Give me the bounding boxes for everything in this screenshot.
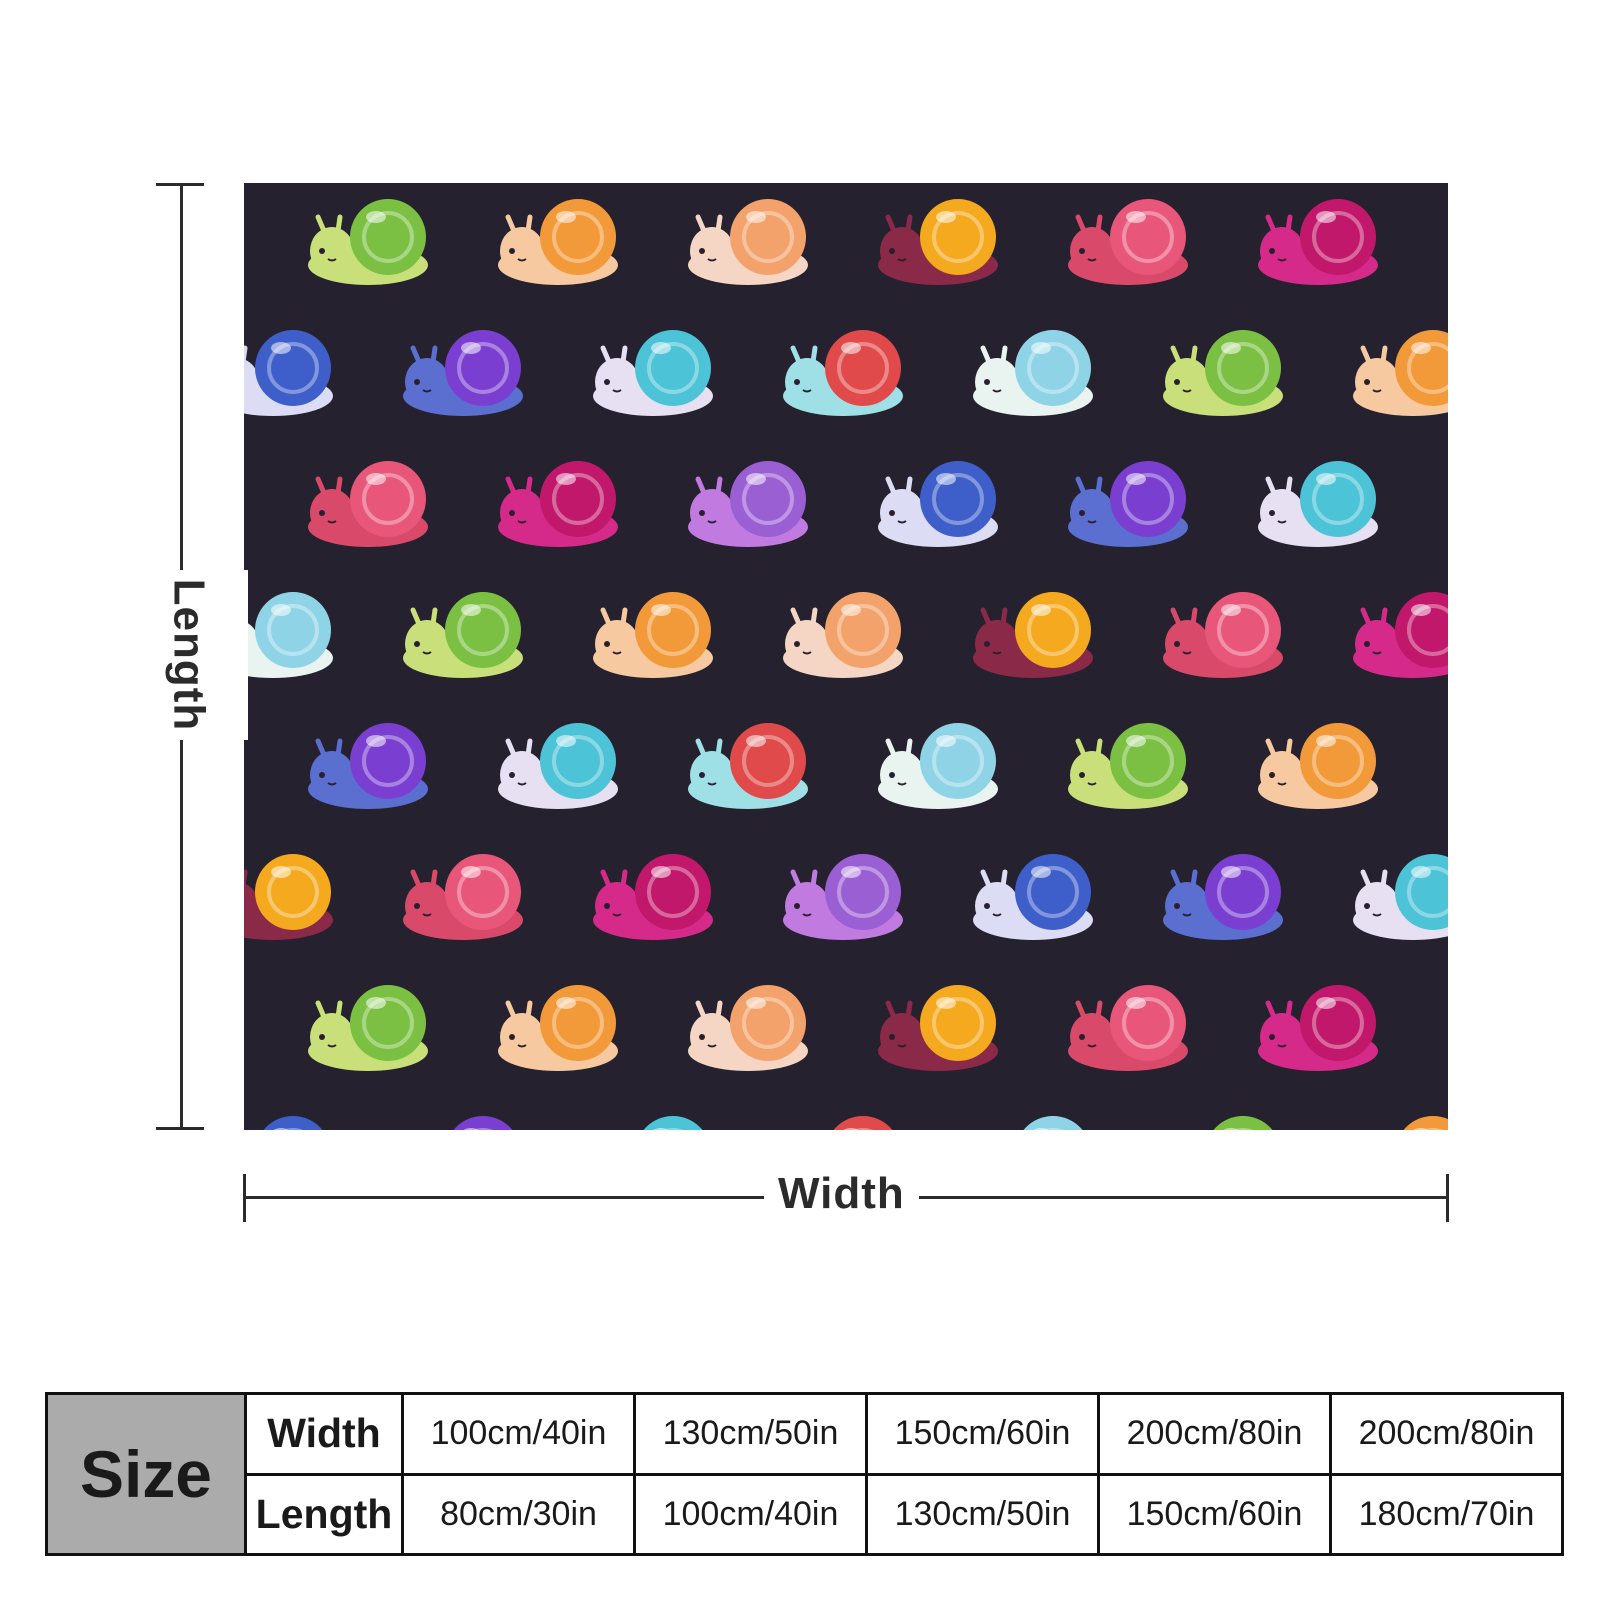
size-cell: 100cm/40in [401, 1392, 636, 1476]
snail-icon [973, 330, 1093, 416]
snail-icon [263, 1116, 323, 1130]
width-label: Width [764, 1172, 919, 1216]
snail-icon [1353, 330, 1448, 416]
snail-icon [498, 461, 618, 547]
width-right-tick [1446, 1174, 1449, 1222]
snail-icon [1258, 985, 1378, 1071]
snail-icon [1258, 199, 1378, 285]
snail-icon [1403, 1116, 1448, 1130]
snail-icon [688, 985, 808, 1071]
blanket-artwork [244, 183, 1448, 1130]
row-label-length: Length [244, 1472, 404, 1556]
snail-icon [878, 461, 998, 547]
snail-icon [783, 592, 903, 678]
row-label-width: Width [244, 1392, 404, 1476]
size-cell: 130cm/50in [633, 1392, 868, 1476]
size-table: Size Width 100cm/40in 130cm/50in 150cm/6… [45, 1392, 1564, 1556]
snail-icon [688, 723, 808, 809]
snail-icon [1068, 199, 1188, 285]
snail-icon [1353, 854, 1448, 940]
snail-icon [783, 854, 903, 940]
snail-icon [1163, 592, 1283, 678]
snail-icon [498, 985, 618, 1071]
snail-icon [878, 723, 998, 809]
snail-icon [244, 330, 333, 416]
snail-icon [308, 199, 428, 285]
snail-icon [593, 330, 713, 416]
snail-icon [244, 592, 333, 678]
snail-icon [453, 1116, 513, 1130]
size-cell: 80cm/30in [401, 1472, 636, 1556]
snail-pattern [244, 199, 1448, 1130]
snail-icon [593, 854, 713, 940]
snail-icon [878, 199, 998, 285]
size-cell: 100cm/40in [633, 1472, 868, 1556]
snail-icon [403, 854, 523, 940]
snail-icon [403, 330, 523, 416]
size-cell: 200cm/80in [1097, 1392, 1332, 1476]
snail-icon [1163, 330, 1283, 416]
snail-icon [1068, 461, 1188, 547]
size-row-width: Size Width 100cm/40in 130cm/50in 150cm/6… [45, 1392, 1564, 1556]
snail-icon [973, 592, 1093, 678]
snail-icon [1353, 592, 1448, 678]
size-cell: 150cm/60in [1097, 1472, 1332, 1556]
snail-icon [783, 330, 903, 416]
snail-icon [593, 592, 713, 678]
snail-icon [1163, 854, 1283, 940]
snail-icon [498, 199, 618, 285]
size-cell: 130cm/50in [865, 1472, 1100, 1556]
snail-icon [878, 985, 998, 1071]
snail-icon [244, 854, 333, 940]
snail-icon [403, 592, 523, 678]
size-cell: 180cm/70in [1329, 1472, 1564, 1556]
snail-icon [1068, 723, 1188, 809]
snail-icon [1258, 461, 1378, 547]
snail-icon [308, 985, 428, 1071]
snail-icon [688, 199, 808, 285]
length-label: Length [128, 570, 248, 740]
snail-icon [688, 461, 808, 547]
snail-icon [498, 723, 618, 809]
snail-icon [308, 461, 428, 547]
snail-icon [973, 854, 1093, 940]
length-bottom-tick [156, 1127, 204, 1130]
snail-icon [1068, 985, 1188, 1071]
size-cell: 200cm/80in [1329, 1392, 1564, 1476]
size-cell: 150cm/60in [865, 1392, 1100, 1476]
snail-icon [643, 1116, 703, 1130]
snail-icon [833, 1116, 893, 1130]
snail-icon [308, 723, 428, 809]
snail-icon [1213, 1116, 1273, 1130]
snail-icon [1023, 1116, 1083, 1130]
size-header: Size [45, 1392, 247, 1556]
snail-icon [1258, 723, 1378, 809]
size-row-length: Length 80cm/30in 100cm/40in 130cm/50in 1… [47, 1472, 1564, 1556]
